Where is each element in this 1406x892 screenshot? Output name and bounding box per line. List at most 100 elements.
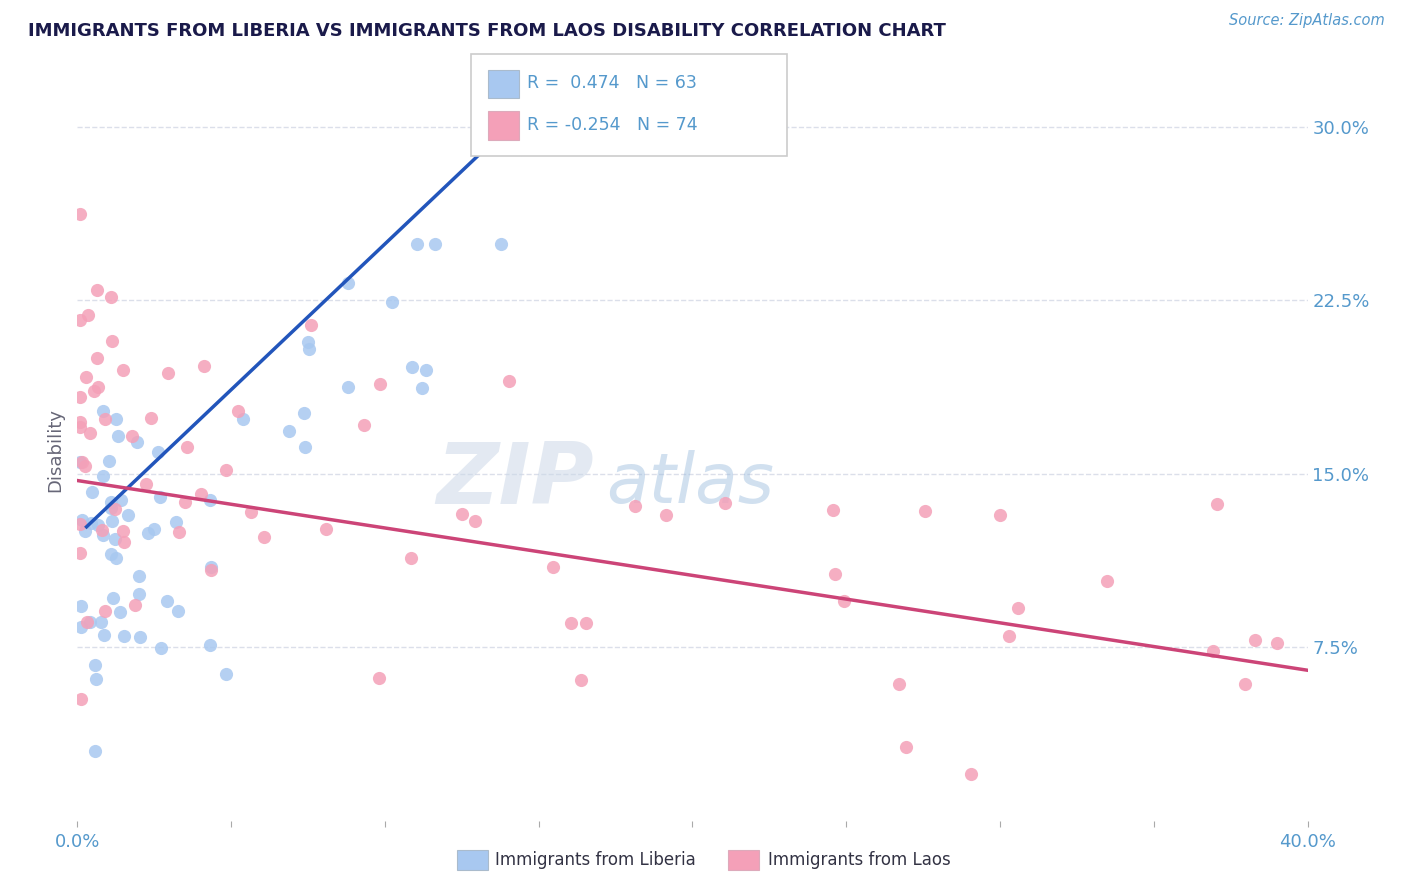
Point [198,492,221,507]
Point [832,594,855,608]
Point [79,615,101,630]
Point [110,493,132,508]
Point [138,526,160,541]
Point [100,289,122,303]
Point [117,508,139,522]
Point [560,615,582,630]
Point [401,359,423,374]
Point [79,516,101,530]
Point [75,524,97,538]
Point [165,515,187,529]
Point [156,594,179,608]
Point [69,455,91,469]
Text: R =  0.474   N = 63: R = 0.474 N = 63 [527,74,697,92]
Point [988,508,1011,523]
Point [101,514,124,528]
Point [491,237,513,252]
Point [103,591,125,605]
Point [128,587,150,601]
Point [69,390,91,404]
Point [200,560,222,574]
Point [148,444,170,458]
Point [125,435,148,450]
Point [541,559,564,574]
Point [575,616,598,631]
Point [86,351,108,366]
Point [104,551,127,566]
Point [87,517,110,532]
Point [200,563,222,577]
Point [157,366,180,380]
Point [914,504,936,518]
Point [193,359,215,373]
Point [124,598,146,612]
Point [714,496,737,510]
Point [69,546,91,560]
Point [297,335,319,350]
Point [1201,644,1223,658]
Point [112,524,135,539]
Point [70,455,93,469]
Point [167,524,190,539]
Point [86,380,108,394]
Point [69,517,91,532]
Point [84,744,107,758]
Point [1244,633,1267,648]
Point [100,495,122,509]
Point [226,403,249,417]
Point [336,380,359,394]
Point [176,441,198,455]
Point [149,490,172,504]
Point [83,658,105,673]
Point [353,418,375,433]
Text: Immigrants from Liberia: Immigrants from Liberia [495,851,696,869]
Point [77,308,100,322]
Point [129,631,152,645]
Point [100,334,122,349]
Point [69,415,91,429]
Text: ZIP: ZIP [436,439,595,522]
Point [128,569,150,583]
Point [91,469,114,483]
Point [69,313,91,327]
Point [509,143,531,157]
Point [80,484,103,499]
Point [83,384,105,398]
Point [94,412,117,426]
Point [315,522,337,536]
Point [998,629,1021,643]
Point [139,410,162,425]
Point [1007,600,1029,615]
Point [253,529,276,543]
Point [569,673,592,688]
Point [415,362,437,376]
Point [94,604,117,618]
Point [98,454,121,468]
Point [1265,636,1288,650]
Point [91,528,114,542]
Point [104,412,127,426]
Point [294,440,316,454]
Point [190,487,212,501]
Point [498,374,520,388]
Point [143,523,166,537]
Point [86,283,108,297]
Text: Immigrants from Laos: Immigrants from Laos [768,851,950,869]
Point [821,503,844,517]
Point [121,429,143,443]
Point [75,369,97,384]
Point [167,604,190,618]
Point [1233,677,1256,691]
Point [381,294,404,309]
Point [200,638,222,652]
Point [406,236,429,251]
Point [368,376,391,391]
Point [425,236,447,251]
Point [624,499,647,513]
Point [104,532,127,546]
Point [655,508,678,522]
Text: R = -0.254   N = 74: R = -0.254 N = 74 [527,116,697,134]
Point [232,412,254,426]
Point [91,404,114,418]
Point [399,550,422,565]
